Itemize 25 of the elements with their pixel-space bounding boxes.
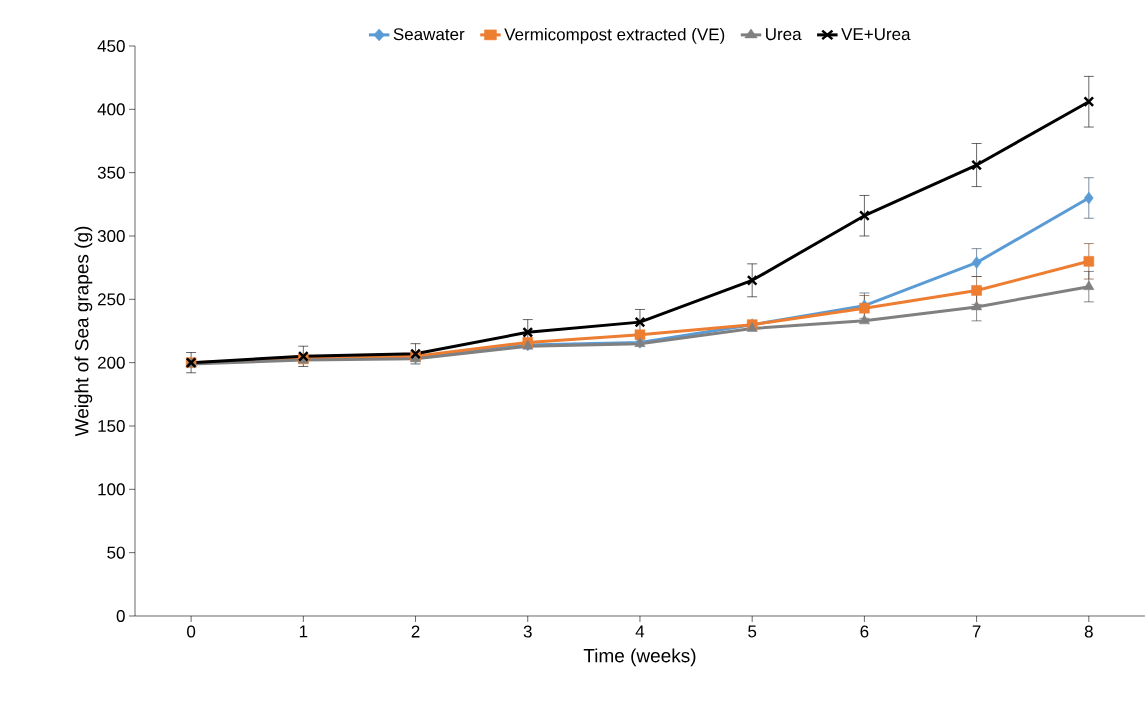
y-tick-label: 150 <box>98 419 125 433</box>
x-tick-label: 5 <box>748 625 757 638</box>
legend-label: Seawater <box>393 28 465 41</box>
x-tick-label: 7 <box>972 625 981 638</box>
x-tick-label: 6 <box>860 625 869 638</box>
y-tick-label: 300 <box>97 229 125 243</box>
y-tick-label: 100 <box>98 483 125 496</box>
y-tick-label: 0 <box>116 609 125 623</box>
legend-label: Urea <box>766 28 802 41</box>
y-tick-label: 450 <box>97 39 125 53</box>
y-tick-label: 250 <box>97 293 125 306</box>
legend-label: VE+Urea <box>841 28 911 41</box>
legend-label: Vermicompost extracted (VE) <box>504 27 725 44</box>
y-tick-label: 200 <box>97 356 125 369</box>
x-tick-label: 4 <box>635 625 645 638</box>
x-axis-title: Time (weeks) <box>583 648 696 667</box>
x-tick-label: 8 <box>1084 625 1093 638</box>
x-tick-label: 0 <box>187 625 196 638</box>
y-axis-title: Weight of Sea grapes (g) <box>74 226 93 437</box>
x-tick-label: 1 <box>299 625 308 638</box>
y-tick-label: 400 <box>97 103 125 116</box>
x-tick-label: 2 <box>411 625 420 638</box>
x-tick-label: 3 <box>523 625 532 638</box>
y-tick-label: 350 <box>97 166 125 179</box>
y-tick-label: 50 <box>107 546 125 559</box>
